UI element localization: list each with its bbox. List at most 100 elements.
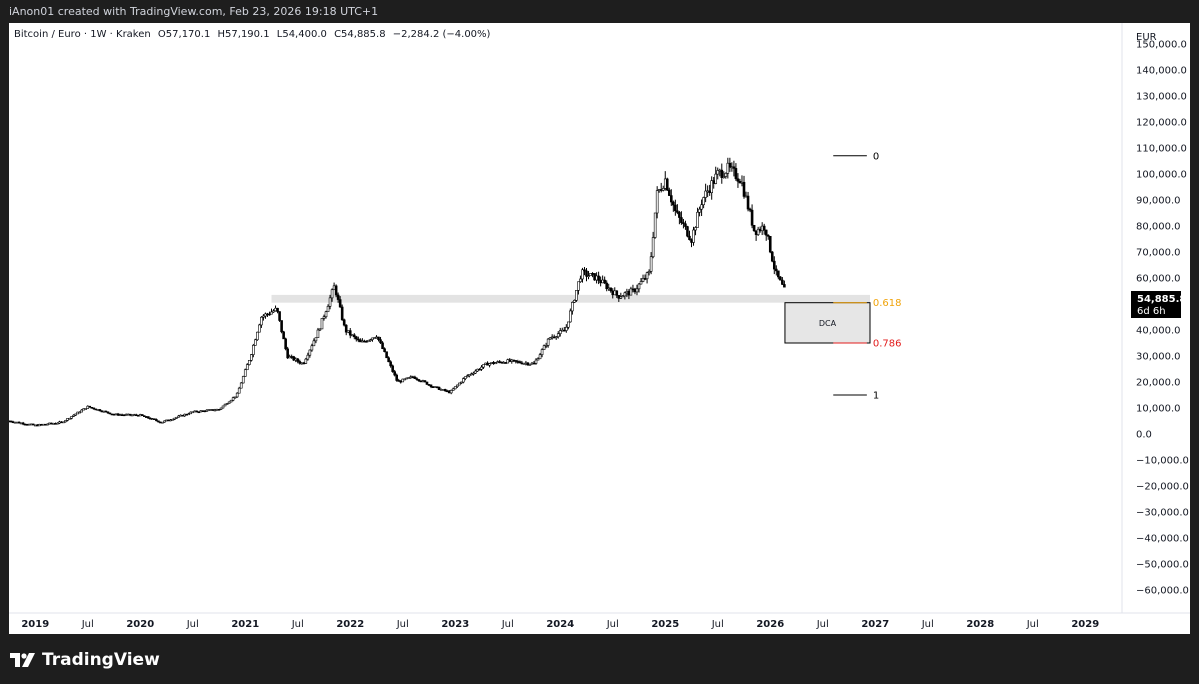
- y-tick-label: −40,000.0: [1136, 534, 1189, 545]
- candle-body: [245, 364, 249, 371]
- candle-body: [571, 302, 574, 312]
- candle-body: [106, 411, 110, 414]
- candle-body: [730, 166, 734, 169]
- time-axis[interactable]: 2019 Jul 2020 Jul 2021 Jul 2022 Jul 2023 Jul 2024 J…: [21, 619, 1099, 630]
- x-tick-label: Jul: [81, 619, 94, 630]
- candle-body: [142, 415, 146, 417]
- candle-body: [17, 421, 21, 424]
- candle-body: [266, 313, 269, 316]
- candle-body: [181, 414, 184, 417]
- candle-body: [151, 418, 154, 420]
- candle-body: [229, 399, 233, 403]
- candle-body: [451, 388, 455, 391]
- y-tick-label: −30,000.0: [1136, 508, 1189, 519]
- candle-body: [132, 414, 136, 417]
- candle-body: [643, 278, 647, 280]
- candle-body: [744, 195, 748, 198]
- candle-body: [74, 413, 77, 416]
- candle-body: [15, 421, 19, 424]
- candle-body: [361, 340, 364, 343]
- candle-body: [342, 319, 346, 326]
- candle-body: [171, 419, 174, 421]
- candle-body: [237, 387, 241, 394]
- candle-body: [720, 169, 724, 179]
- candle-body: [33, 424, 37, 427]
- x-tick-label: 2025: [651, 619, 679, 630]
- candle-body: [254, 339, 257, 346]
- candle-body: [161, 421, 164, 424]
- candle-body: [282, 331, 285, 340]
- candle-body: [334, 285, 338, 296]
- x-tick-label: 2029: [1071, 619, 1099, 630]
- candle-body: [700, 204, 703, 210]
- candle-body: [56, 422, 59, 425]
- candle-body: [655, 190, 659, 214]
- x-tick-label: Jul: [606, 619, 619, 630]
- chart-area[interactable]: Bitcoin / Euro · 1W · Kraken O57,170.1 H…: [9, 23, 1190, 634]
- candle-body: [605, 282, 608, 290]
- candle-body: [431, 386, 435, 388]
- candle-body: [716, 170, 720, 175]
- price-badge: 54,885.8 6d 6h: [1131, 291, 1186, 318]
- candle-body: [427, 384, 431, 386]
- candle-body: [441, 389, 445, 391]
- candle-body: [367, 339, 370, 342]
- y-tick-label: 30,000.0: [1136, 352, 1181, 363]
- candle-body: [98, 409, 102, 412]
- x-tick-label: Jul: [921, 619, 934, 630]
- candle-body: [617, 295, 621, 299]
- candle-body: [239, 382, 243, 389]
- candle-body: [488, 363, 491, 366]
- candle-body: [670, 195, 673, 203]
- candle-body: [352, 334, 356, 338]
- candle-body: [393, 371, 396, 376]
- candle-body: [60, 421, 63, 424]
- candle-body: [589, 273, 592, 277]
- fib-level-label: 1: [873, 391, 879, 402]
- candle-body: [659, 189, 663, 191]
- candle-body: [405, 377, 409, 380]
- candle-body: [593, 273, 596, 281]
- candle-body: [399, 380, 403, 383]
- tradingview-logo[interactable]: TradingView: [10, 650, 160, 670]
- candle-body: [692, 229, 695, 243]
- x-tick-label: 2022: [336, 619, 364, 630]
- candle-body: [104, 410, 108, 413]
- fib-level-label: 0: [873, 151, 879, 162]
- candle-body: [241, 376, 245, 384]
- candle-body: [40, 424, 43, 426]
- candle-body: [243, 369, 247, 377]
- candle-body: [155, 419, 158, 422]
- candle-body: [72, 414, 75, 417]
- candle-body: [215, 409, 219, 411]
- candle-body: [768, 236, 772, 253]
- countdown-label: 6d 6h: [1137, 306, 1166, 317]
- candle-body: [312, 340, 316, 347]
- candle-body: [562, 329, 566, 332]
- candle-body: [31, 423, 35, 426]
- x-tick-label: 2028: [966, 619, 994, 630]
- x-tick-label: 2023: [441, 619, 469, 630]
- candle-body: [629, 288, 633, 296]
- price-axis[interactable]: 150,000.0 140,000.0 130,000.0 120,000.0 110,…: [1136, 40, 1189, 597]
- candle-body: [518, 361, 522, 364]
- price-chart[interactable]: EUR 150,000.0140,000.0130,000.0120,000.0…: [9, 23, 1190, 634]
- candle-body: [258, 324, 261, 333]
- candle-body: [169, 419, 172, 422]
- candle-body: [464, 376, 467, 379]
- candle-body: [534, 359, 538, 364]
- candle-body: [159, 421, 162, 424]
- candle-body: [189, 411, 193, 415]
- candle-body: [68, 417, 71, 420]
- candle-body: [724, 173, 728, 177]
- candle-body: [167, 419, 170, 422]
- candle-body: [548, 337, 552, 340]
- candle-body: [387, 357, 390, 363]
- fib-layer[interactable]: 0 0.618 0.786 1: [833, 151, 901, 402]
- candle-body: [19, 422, 23, 425]
- candle-body: [157, 420, 160, 423]
- candle-body: [528, 363, 532, 366]
- candle-body: [58, 421, 61, 424]
- candle-body: [439, 389, 443, 391]
- candle-body: [37, 424, 41, 427]
